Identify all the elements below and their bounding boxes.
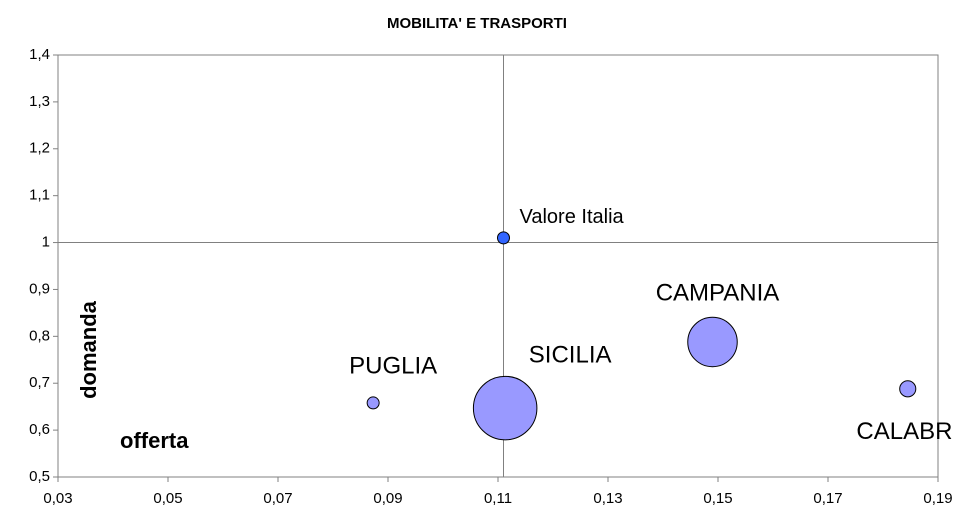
x-tick-label: 0,13 (593, 490, 622, 507)
x-tick-label: 0,07 (263, 490, 292, 507)
y-tick-label: 1,3 (29, 93, 50, 110)
bubble-label: Valore Italia (520, 206, 625, 228)
y-axis-label: domanda (76, 300, 101, 399)
bubble-label: SICILIA (529, 341, 612, 368)
bubble (472, 375, 538, 441)
x-tick-label: 0,17 (813, 490, 842, 507)
bubble (687, 316, 738, 368)
y-tick-label: 1,2 (29, 140, 50, 157)
x-tick-label: 0,15 (703, 490, 732, 507)
y-tick-label: 1,1 (29, 187, 50, 204)
chart-title: MOBILITA' E TRASPORTI (387, 15, 567, 32)
y-tick-label: 1 (42, 234, 50, 251)
y-tick-label: 0,6 (29, 421, 50, 438)
y-tick-label: 0,9 (29, 280, 50, 297)
bubble (899, 380, 917, 398)
bubble-label: PUGLIA (349, 352, 437, 379)
x-tick-label: 0,03 (43, 490, 72, 507)
bubble (497, 231, 510, 245)
x-tick-label: 0,11 (484, 490, 512, 507)
y-tick-label: 0,5 (29, 468, 50, 485)
x-tick-label: 0,05 (153, 490, 182, 507)
x-tick-label: 0,09 (373, 490, 402, 507)
y-tick-label: 1,4 (29, 46, 50, 63)
bubble-label: CALABRIA (856, 418, 954, 445)
y-tick-label: 0,7 (29, 374, 50, 391)
bubble (366, 396, 380, 410)
bubble-label: CAMPANIA (656, 279, 780, 306)
x-axis-label: offerta (120, 428, 189, 453)
y-tick-label: 0,8 (29, 327, 50, 344)
x-tick-label: 0,19 (923, 490, 952, 507)
